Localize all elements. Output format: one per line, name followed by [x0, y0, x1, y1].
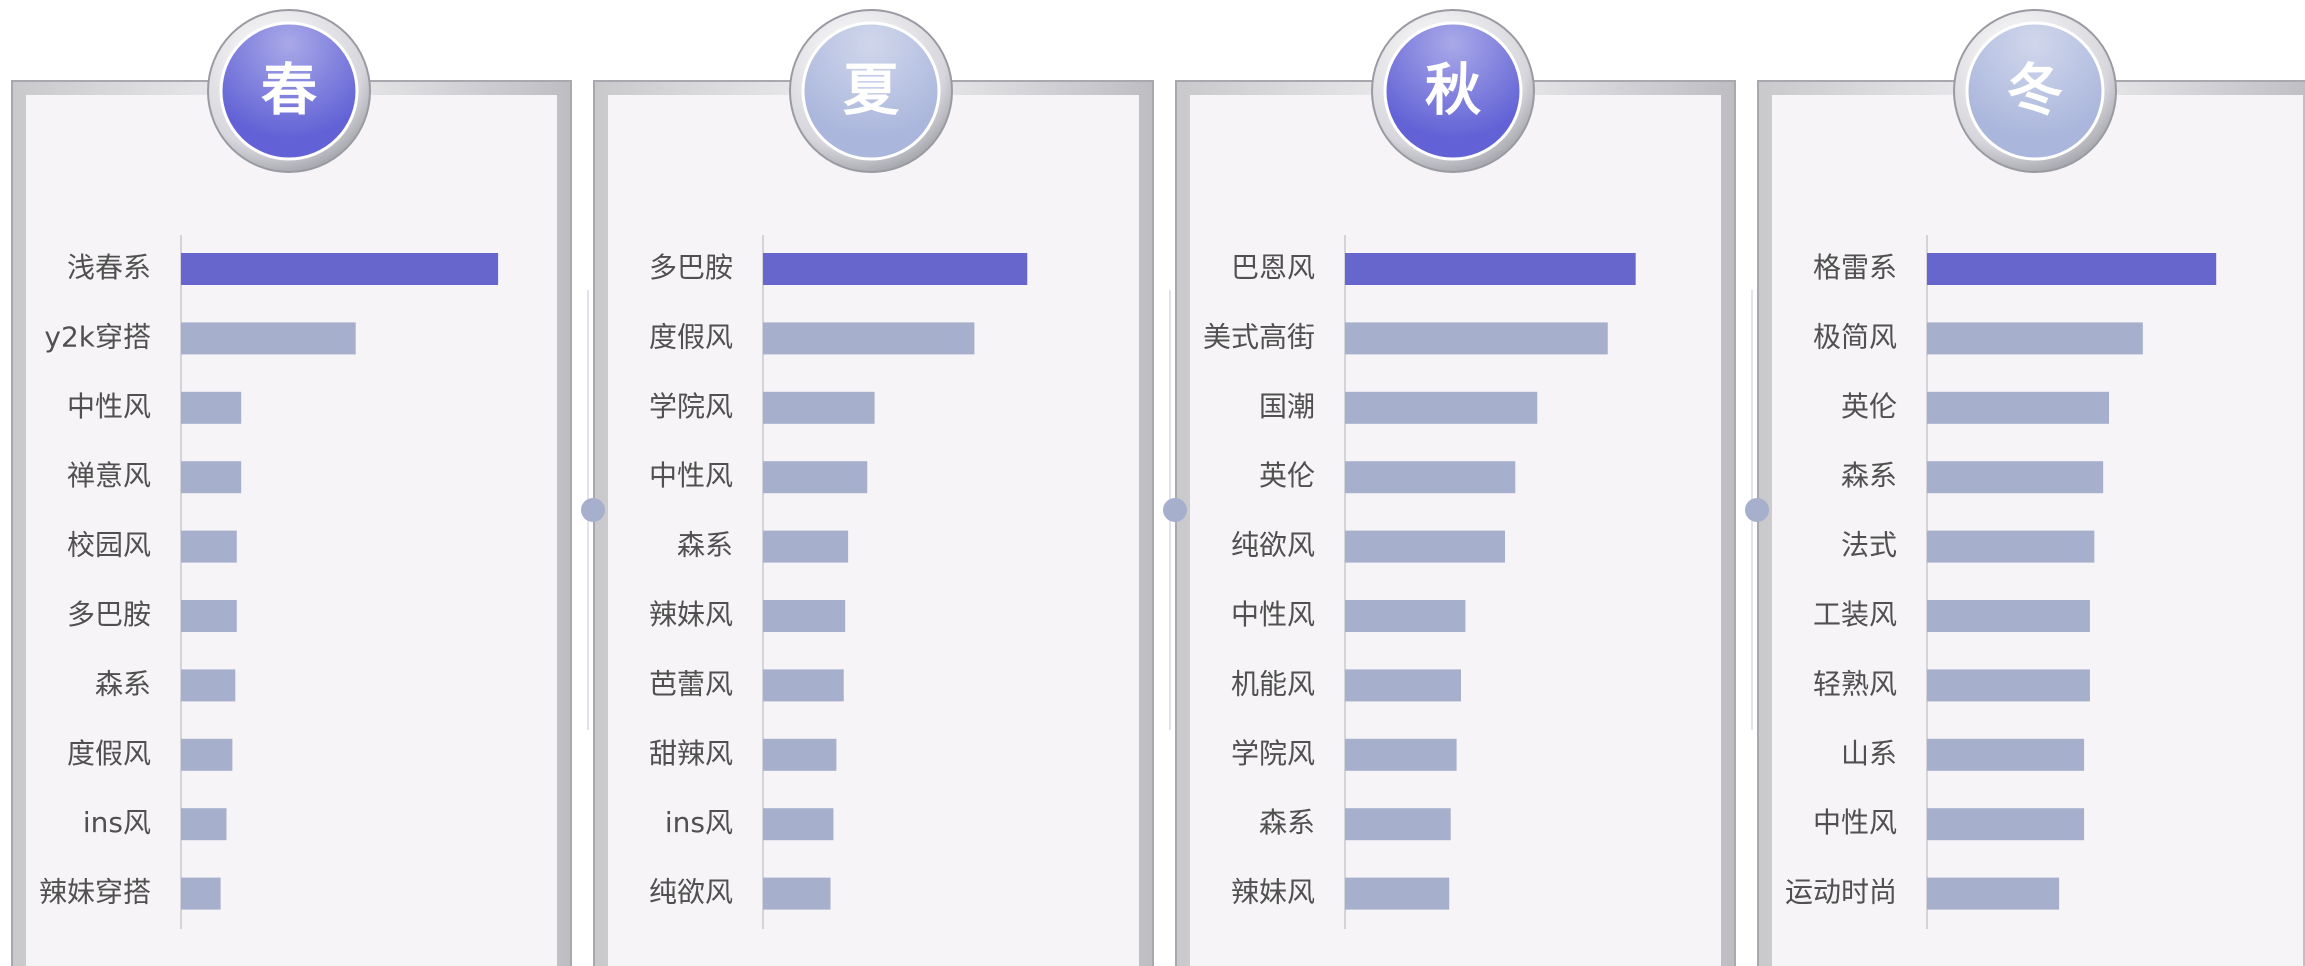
panel [608, 95, 1139, 966]
category-label: 森系 [1841, 459, 1897, 492]
category-label: 芭蕾风 [649, 667, 733, 700]
panel [1190, 95, 1721, 966]
category-label: 辣妹风 [1231, 876, 1315, 909]
bar [1345, 322, 1608, 355]
bar [1345, 600, 1466, 632]
bar [763, 669, 844, 702]
bar [1345, 738, 1457, 771]
badge-shine [803, 23, 939, 159]
badge-title: 冬 [2007, 59, 2063, 124]
category-label: 森系 [95, 667, 151, 700]
category-label: 浅春系 [67, 251, 151, 284]
category-label: 度假风 [67, 737, 151, 770]
bar [1345, 877, 1450, 910]
bar [181, 461, 242, 494]
category-label: 机能风 [1231, 667, 1315, 700]
bar [181, 530, 237, 563]
bar [1927, 877, 2060, 910]
bar [181, 253, 499, 285]
bar [763, 738, 837, 771]
category-label: 纯欲风 [649, 876, 733, 909]
bar [1927, 391, 2110, 424]
connector-dot [581, 498, 605, 522]
category-label: 森系 [677, 529, 733, 562]
badge-shine [221, 23, 357, 159]
bar [1927, 738, 2085, 771]
category-label: 禅意风 [67, 459, 151, 492]
bar [1345, 530, 1506, 563]
bar [1345, 253, 1636, 285]
category-label: 国潮 [1259, 390, 1315, 423]
bar [1927, 669, 2090, 702]
bar [763, 600, 846, 632]
bar [181, 808, 227, 841]
bar [1345, 669, 1461, 702]
bar [1345, 808, 1451, 841]
bar [1927, 461, 2104, 494]
category-label: 辣妹风 [649, 598, 733, 631]
category-label: 纯欲风 [1231, 529, 1315, 562]
connector-dot [1163, 498, 1187, 522]
category-label: 多巴胺 [649, 251, 733, 284]
bar [1927, 322, 2143, 355]
category-label: 多巴胺 [67, 598, 151, 631]
category-label: 辣妹穿搭 [39, 876, 151, 909]
bar [763, 530, 849, 563]
category-label: 巴恩风 [1231, 251, 1315, 284]
category-label: 中性风 [67, 390, 151, 423]
bar [1927, 530, 2095, 563]
category-label: 极简风 [1813, 320, 1897, 353]
category-label: 学院风 [1231, 737, 1315, 770]
bar [181, 738, 233, 771]
bar [1345, 391, 1538, 424]
category-label: 山系 [1841, 737, 1897, 770]
bar [181, 322, 356, 355]
category-label: 格雷系 [1813, 251, 1897, 284]
bar [1927, 600, 2090, 632]
category-label: 甜辣风 [649, 737, 733, 770]
category-label: ins风 [83, 806, 151, 839]
category-label: 法式 [1841, 529, 1897, 562]
badge-title: 春 [261, 59, 317, 124]
category-label: 英伦 [1259, 459, 1315, 492]
category-label: 工装风 [1813, 598, 1897, 631]
badge-title: 夏 [843, 59, 900, 124]
badge-title: 秋 [1425, 59, 1481, 124]
category-label: 运动时尚 [1785, 876, 1897, 909]
category-label: 美式高街 [1203, 320, 1315, 353]
bar [1927, 253, 2217, 285]
bar [1927, 808, 2085, 841]
bar [763, 877, 831, 910]
bar [1345, 461, 1516, 494]
bar [763, 391, 875, 424]
badge-shine [1967, 23, 2103, 159]
bar [181, 669, 236, 702]
category-label: 轻熟风 [1813, 667, 1897, 700]
bar [763, 322, 975, 355]
bar [763, 253, 1028, 285]
category-label: 中性风 [649, 459, 733, 492]
category-label: 中性风 [1231, 598, 1315, 631]
bar [181, 877, 221, 910]
category-label: 中性风 [1813, 806, 1897, 839]
category-label: 英伦 [1841, 390, 1897, 423]
category-label: y2k穿搭 [44, 320, 151, 353]
category-label: 校园风 [67, 529, 151, 562]
panel [26, 95, 557, 966]
bar [763, 808, 834, 841]
bar [763, 461, 868, 494]
category-label: 度假风 [649, 320, 733, 353]
bar [181, 391, 242, 424]
bar [181, 600, 237, 632]
connector-dot [1745, 498, 1769, 522]
category-label: 森系 [1259, 806, 1315, 839]
badge-shine [1385, 23, 1521, 159]
category-label: ins风 [665, 806, 733, 839]
category-label: 学院风 [649, 390, 733, 423]
